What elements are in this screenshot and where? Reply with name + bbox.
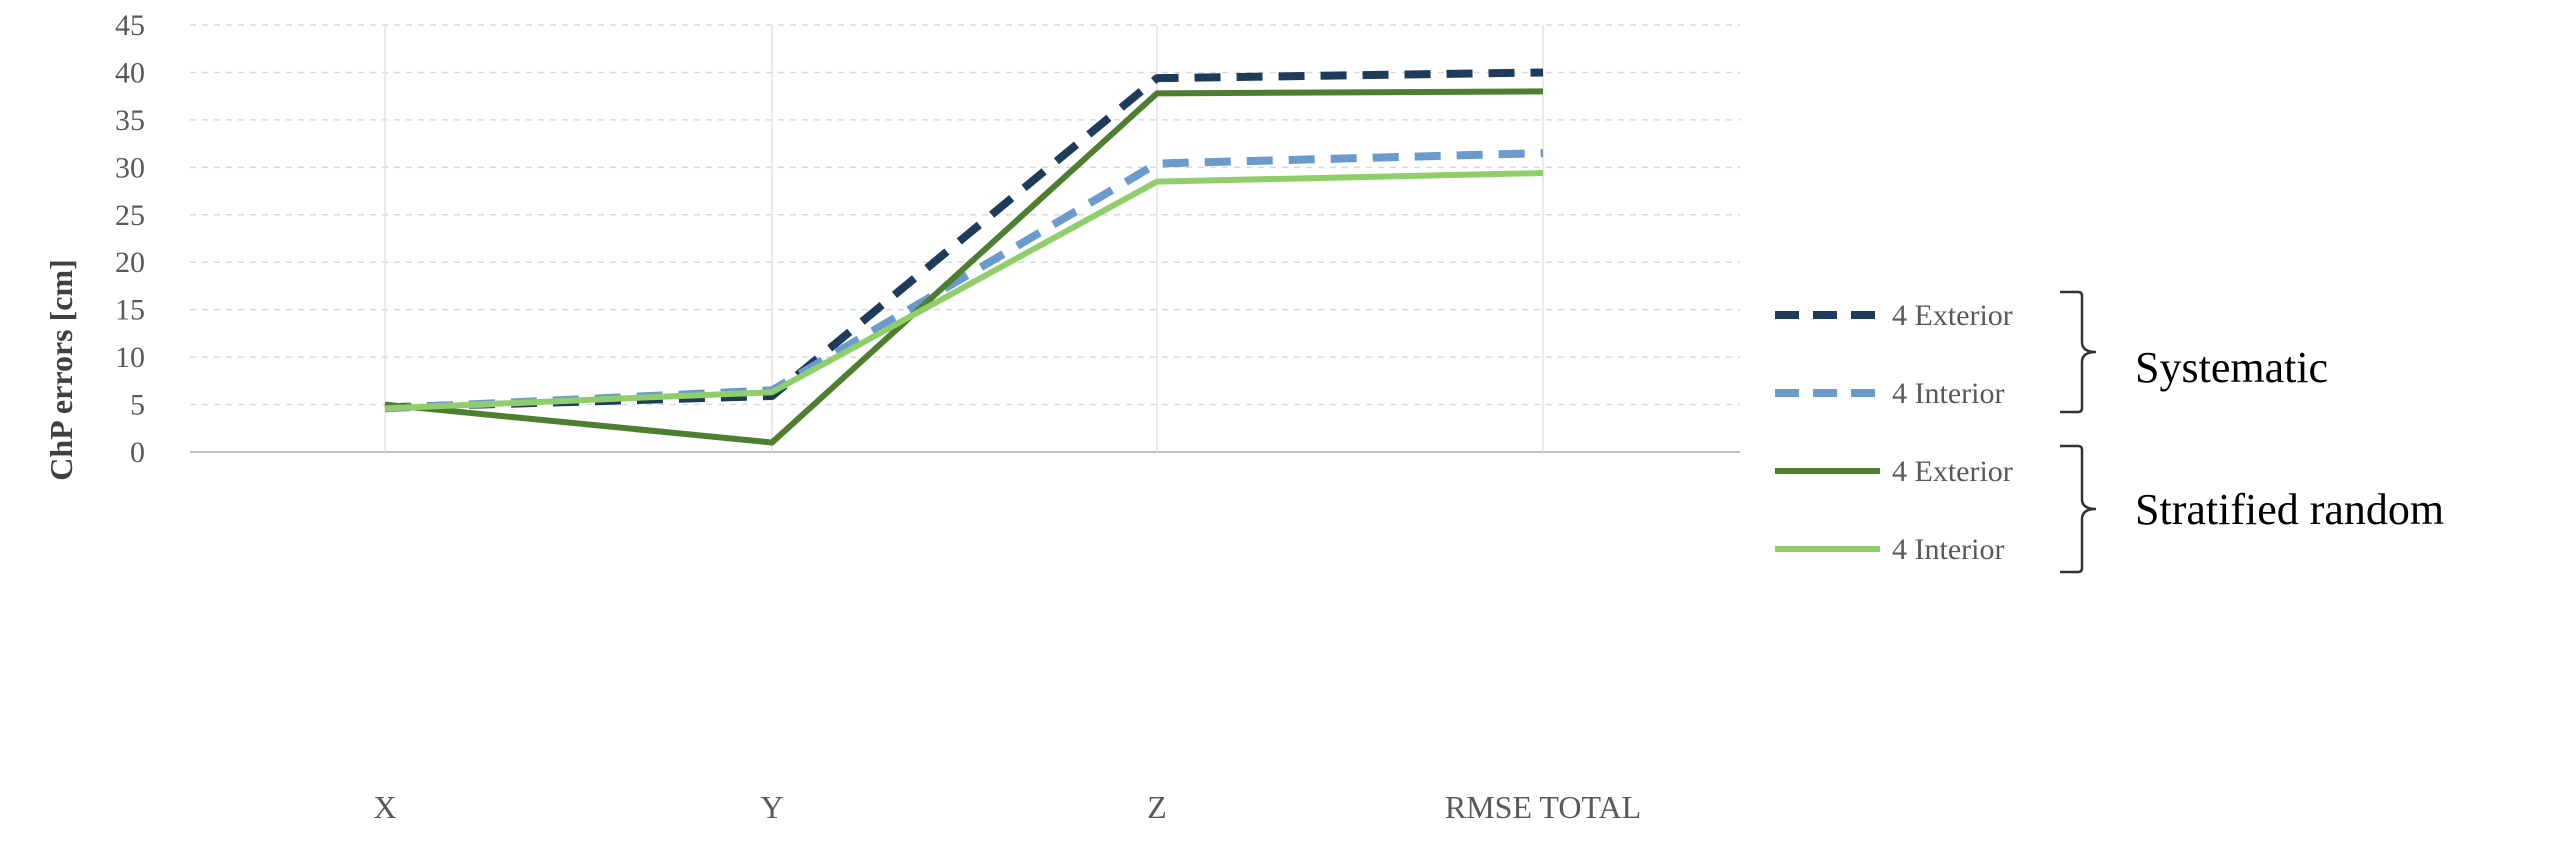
legend-label: 4 Exterior [1892, 455, 2013, 488]
legend: 4 Exterior 4 Interior 4 Exterior 4 Interior… [1775, 292, 2444, 572]
legend-group-label: Systematic [2135, 343, 2328, 392]
y-tick-label: 40 [115, 56, 145, 89]
legend-label: 4 Interior [1892, 533, 2004, 566]
x-tick-label: X [373, 789, 396, 825]
legend-bracket-1 [2060, 446, 2096, 572]
x-tick-label: Y [760, 789, 783, 825]
y-tick-label: 35 [115, 104, 145, 137]
y-axis-title: ChP errors [cm] [43, 259, 79, 481]
legend-bracket-0 [2060, 292, 2096, 412]
y-tick-label: 5 [130, 389, 145, 422]
legend-label: 4 Exterior [1892, 299, 2013, 332]
series-line-1 [385, 153, 1543, 408]
legend-group-label: Stratified random [2135, 485, 2444, 534]
y-tick-label: 15 [115, 294, 145, 327]
y-tick-label: 0 [130, 436, 145, 469]
legend-label: 4 Interior [1892, 377, 2004, 410]
y-tick-label: 30 [115, 151, 145, 184]
series-line-2 [385, 91, 1543, 442]
y-tick-label: 10 [115, 341, 145, 374]
x-axis-ticks: X Y Z RMSE TOTAL [373, 789, 1641, 825]
y-axis-ticks: 0 5 10 15 20 25 30 35 40 45 [115, 9, 145, 469]
y-tick-label: 25 [115, 199, 145, 232]
y-tick-label: 45 [115, 9, 145, 42]
series-lines [385, 72, 1543, 442]
y-tick-label: 20 [115, 246, 145, 279]
x-tick-label: Z [1147, 789, 1167, 825]
x-tick-label: RMSE TOTAL [1445, 789, 1641, 825]
series-line-3 [385, 173, 1543, 408]
